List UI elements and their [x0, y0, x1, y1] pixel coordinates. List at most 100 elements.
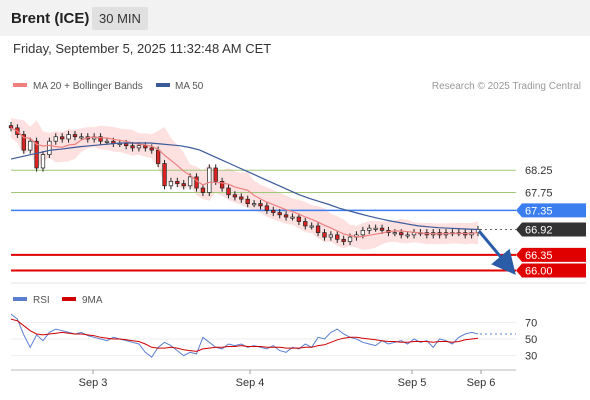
candle-body-40 — [264, 205, 270, 211]
candle-body-35 — [232, 194, 238, 198]
ma20-line — [10, 127, 479, 238]
candle-body-50 — [328, 234, 334, 238]
bollinger-fill — [11, 118, 478, 250]
ma50-legend-label: MA 50 — [175, 81, 204, 92]
x-axis-labels: Sep 3 Sep 4 Sep 5 Sep 6 — [79, 370, 495, 389]
bollinger-band — [11, 118, 478, 250]
level-label-3: 66.92 — [525, 225, 553, 237]
candle-body-31 — [207, 167, 212, 193]
price-labels: 68.25 67.75 67.35 66.92 66.35 66.00 — [516, 165, 586, 278]
candle-body-42 — [277, 212, 282, 216]
candle-body-18 — [124, 143, 129, 147]
level-tag-5: 66.00 — [516, 263, 586, 278]
candle-body-32 — [213, 167, 218, 182]
candle-body-25 — [168, 181, 174, 187]
level-tag-4: 66.35 — [516, 247, 586, 262]
rsi-level-label-1: 50 — [525, 334, 537, 346]
candle-body-5 — [40, 154, 46, 169]
level-tag-bg-5 — [516, 263, 586, 278]
candle-body-55 — [360, 230, 365, 236]
candle-body-37 — [245, 198, 250, 204]
candle-body-30 — [200, 187, 206, 193]
candle-body-57 — [373, 227, 378, 230]
ma50-line — [10, 142, 479, 231]
x-tick-label-2: Sep 5 — [398, 377, 427, 389]
candle-body-43 — [283, 214, 289, 218]
candle-body-33 — [219, 181, 225, 189]
moving-averages — [10, 127, 479, 238]
x-tick-label-1: Sep 4 — [236, 377, 265, 389]
level-tag-2: 67.35 — [516, 203, 586, 218]
candle-body-11 — [79, 136, 84, 139]
candle-body-26 — [175, 181, 180, 184]
candle-body-58 — [379, 227, 385, 231]
x-tick-label-0: Sep 3 — [79, 377, 108, 389]
candle-body-9 — [66, 134, 71, 140]
candle-body-14 — [98, 136, 103, 142]
timeframe-badge[interactable]: 30 MIN — [92, 7, 148, 30]
candle-body-22 — [149, 147, 154, 151]
candle-body-34 — [226, 187, 231, 196]
candle-body-62 — [405, 234, 410, 237]
level-tag-bg-4 — [516, 247, 586, 262]
level-label-5: 66.00 — [525, 266, 553, 278]
candle-body-48 — [315, 225, 321, 233]
level-label-2: 67.35 — [525, 205, 553, 217]
level-tag-bg-2 — [516, 203, 586, 218]
candle-body-19 — [130, 145, 135, 149]
ma20-legend-swatch — [13, 83, 27, 87]
candle-body-7 — [53, 136, 58, 142]
candle-body-4 — [34, 140, 39, 169]
candle-body-15 — [104, 140, 110, 143]
research-credit: Research © 2025 Trading Central — [432, 81, 581, 92]
instrument-title: Brent (ICE) — [11, 10, 90, 27]
candle-body-0 — [8, 125, 14, 129]
forecast-arrow — [477, 230, 516, 275]
level-label-0: 68.25 — [525, 165, 553, 177]
candle-body-44 — [290, 216, 295, 219]
rsi-legend-label: RSI — [33, 295, 50, 306]
candle-body-38 — [251, 203, 257, 206]
candle-body-46 — [303, 221, 308, 227]
rsi-line — [10, 313, 479, 358]
candle-body-41 — [271, 209, 276, 213]
candle-body-23 — [155, 149, 161, 164]
rsi-panel: 70 50 30 — [10, 313, 537, 363]
ma50-legend-swatch — [156, 83, 170, 87]
candle-body-49 — [322, 232, 327, 238]
candle-body-53 — [347, 236, 353, 242]
rsi-level-label-0: 70 — [525, 317, 537, 329]
level-label-1: 67.75 — [525, 188, 553, 200]
rsi9-legend-label: 9MA — [82, 295, 103, 306]
candle-body-51 — [335, 234, 340, 240]
candle-body-3 — [28, 140, 33, 151]
rsi-level-label-2: 30 — [525, 351, 537, 363]
candle-body-47 — [309, 225, 314, 228]
level-tag-3: 66.92 — [516, 222, 586, 237]
candle-body-52 — [341, 238, 346, 242]
candle-body-36 — [239, 196, 244, 200]
rsi-legend-swatch — [13, 297, 27, 301]
timestamp: Friday, September 5, 2025 11:32:48 AM CE… — [13, 41, 272, 56]
candle-body-39 — [258, 203, 263, 207]
rsi9-legend-swatch — [62, 297, 76, 301]
level-tag-bg-3 — [516, 222, 586, 237]
ma20-legend-label: MA 20 + Bollinger Bands — [33, 81, 143, 92]
candle-body-45 — [296, 216, 302, 222]
candle-body-24 — [162, 163, 167, 187]
candle-body-27 — [181, 183, 186, 187]
header-bar: Brent (ICE) 30 MIN — [0, 0, 590, 36]
level-label-4: 66.35 — [525, 250, 553, 262]
candle-body-21 — [143, 145, 148, 149]
candle-body-10 — [72, 134, 78, 138]
candle-body-28 — [187, 176, 193, 187]
candle-body-56 — [367, 227, 372, 231]
price-levels — [11, 169, 516, 272]
candle-body-60 — [392, 232, 397, 235]
candle-body-61 — [399, 232, 404, 236]
candle-body-29 — [194, 176, 199, 189]
rsi9-line — [10, 318, 479, 352]
candle-body-8 — [60, 136, 65, 140]
